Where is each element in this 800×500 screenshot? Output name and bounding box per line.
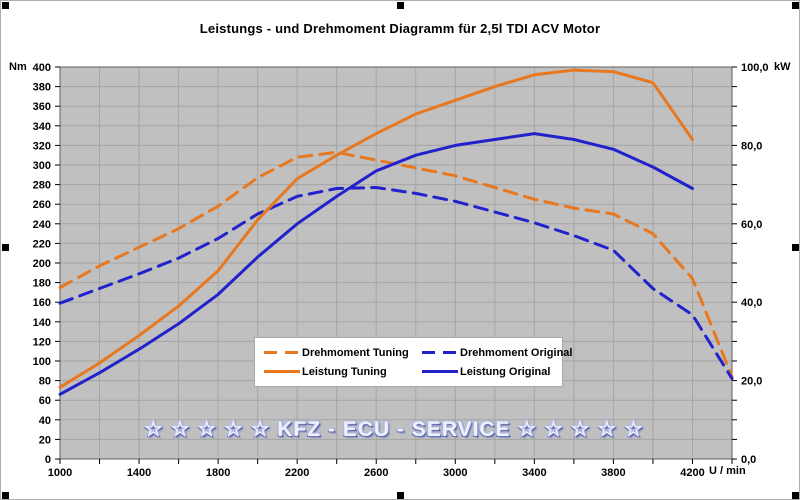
legend-label: Drehmoment Original	[460, 346, 573, 359]
right-axis-tick-label: 60,0	[741, 219, 762, 231]
curve-leistung-original[interactable]	[58, 132, 694, 396]
left-axis-tick-label: 120	[33, 336, 51, 348]
x-axis-unit-label: U / min	[709, 465, 746, 477]
left-axis-tick-label: 320	[33, 140, 51, 152]
legend-item-drehmoment-original[interactable]: Drehmoment Original	[422, 347, 572, 359]
legend-line-dashed-blue-icon	[422, 351, 458, 354]
left-axis-tick-label: 80	[39, 376, 51, 388]
left-axis-tick-label: 380	[33, 82, 51, 94]
legend-item-leistung-tuning[interactable]: Leistung Tuning	[264, 366, 422, 378]
left-axis-tick-label: 60	[39, 395, 51, 407]
left-axis-tick-label: 140	[33, 317, 51, 329]
left-axis-tick-label: 240	[33, 219, 51, 231]
left-axis-tick-label: 280	[33, 180, 51, 192]
x-axis-tick-label: 3400	[522, 467, 546, 479]
selection-handle-mid-right[interactable]	[792, 244, 799, 251]
left-axis-tick-label: 100	[33, 356, 51, 368]
left-axis-tick-label: 0	[45, 454, 51, 466]
watermark-text: ☆ ☆ ☆ ☆ ☆ KFZ - ECU - SERVICE ☆ ☆ ☆ ☆ ☆	[144, 418, 644, 441]
chart-legend[interactable]: Drehmoment Tuning Drehmoment Original Le…	[254, 337, 572, 387]
legend-line-solid-blue-icon	[422, 370, 458, 373]
selection-handle-top-left[interactable]	[2, 2, 9, 9]
left-axis-tick-label: 260	[33, 199, 51, 211]
left-axis-tick-label: 160	[33, 297, 51, 309]
curve-leistung-tuning[interactable]	[58, 68, 694, 389]
selection-handle-top-right[interactable]	[792, 2, 799, 9]
right-axis-tick-label: 100,0	[741, 62, 769, 74]
selection-handle-bottom-left[interactable]	[2, 492, 9, 499]
right-axis-tick-label: 80,0	[741, 140, 762, 152]
left-axis-tick-label: 300	[33, 160, 51, 172]
selection-handle-bottom-center[interactable]	[397, 492, 404, 499]
x-axis-tick-label: 1000	[48, 467, 72, 479]
right-axis-tick-label: 40,0	[741, 297, 762, 309]
right-axis-tick-label: 20,0	[741, 376, 762, 388]
x-axis-tick-label: 2600	[364, 467, 388, 479]
right-axis-unit-label: kW	[774, 61, 791, 73]
right-axis-tick-label: 0,0	[741, 454, 756, 466]
legend-item-leistung-original[interactable]: Leistung Original	[422, 366, 572, 378]
left-axis-tick-label: 180	[33, 278, 51, 290]
legend-line-dashed-orange-icon	[264, 351, 300, 354]
x-axis-tick-label: 2200	[285, 467, 309, 479]
left-axis-tick-label: 340	[33, 121, 51, 133]
left-axis-tick-label: 20	[39, 434, 51, 446]
left-axis-tick-label: 220	[33, 238, 51, 250]
chart-title[interactable]: Leistungs - und Drehmoment Diagramm für …	[199, 21, 601, 36]
x-axis-tick-label: 1400	[127, 467, 151, 479]
left-axis-tick-label: 40	[39, 415, 51, 427]
left-axis-tick-label: 400	[33, 62, 51, 74]
left-axis-tick-label: 200	[33, 258, 51, 270]
legend-item-drehmoment-tuning[interactable]: Drehmoment Tuning	[264, 347, 422, 359]
selection-handle-top-center[interactable]	[397, 2, 404, 9]
left-axis-unit-label: Nm	[9, 61, 27, 73]
left-axis-tick-label: 360	[33, 101, 51, 113]
selection-handle-mid-left[interactable]	[2, 244, 9, 251]
legend-label: Drehmoment Tuning	[302, 346, 409, 359]
legend-label: Leistung Original	[460, 365, 551, 378]
x-axis-tick-label: 3800	[601, 467, 625, 479]
legend-label: Leistung Tuning	[302, 365, 387, 378]
x-axis-tick-label: 4200	[680, 467, 704, 479]
selection-handle-bottom-right[interactable]	[792, 492, 799, 499]
curve-drehmoment-original[interactable]	[58, 186, 734, 381]
legend-line-solid-orange-icon	[264, 370, 300, 373]
x-axis-tick-label: 1800	[206, 467, 230, 479]
x-axis-tick-label: 3000	[443, 467, 467, 479]
